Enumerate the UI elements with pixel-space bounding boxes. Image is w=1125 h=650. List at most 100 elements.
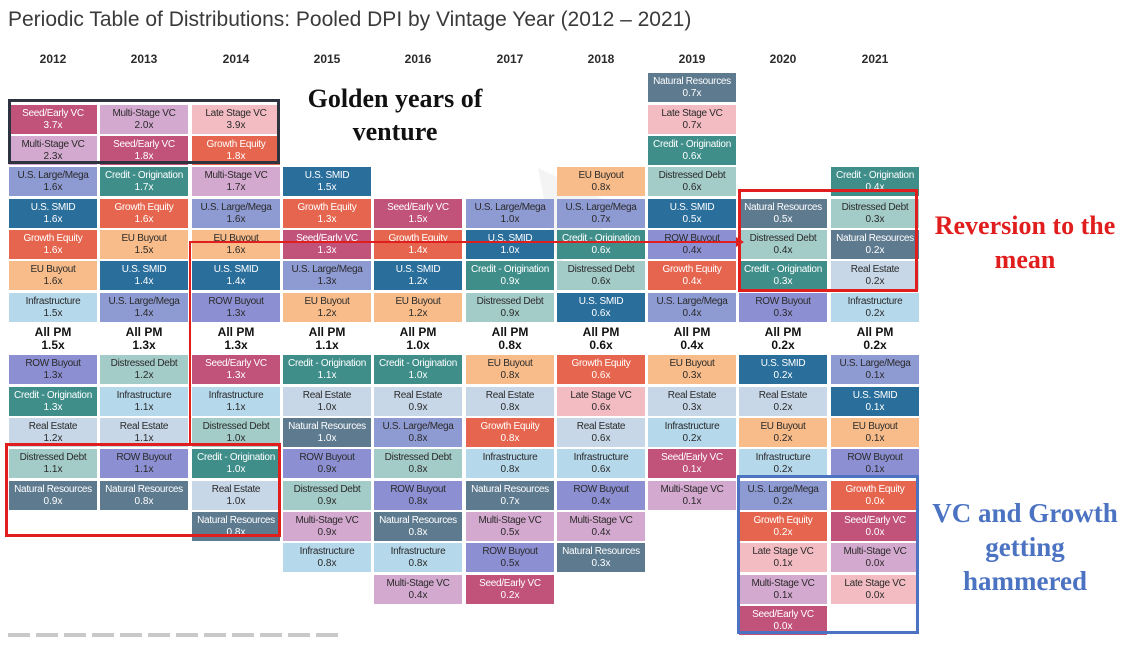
connector-line	[189, 241, 736, 445]
cell-dpi-value: 1.3x	[317, 214, 337, 225]
cell-dpi-value: 1.4x	[408, 245, 428, 256]
cell-dpi-value: 0.8x	[226, 527, 246, 538]
all-pm-label: All PM	[34, 325, 72, 339]
cell-category-label: Real Estate	[28, 421, 78, 432]
cell-dpi-value: 0.1x	[865, 433, 885, 444]
cell-category-label: Growth Equity	[297, 202, 357, 213]
cell-dpi-value: 0.4x	[591, 527, 611, 538]
cell-category-label: U.S. SMID	[852, 390, 898, 401]
vc-growth-box	[737, 475, 919, 634]
cell-category-label: Multi-Stage VC	[569, 515, 633, 526]
all-pm-label: All PM	[856, 325, 894, 339]
cell-dpi-value: 0.2x	[865, 276, 885, 287]
cell-dpi-value: 1.3x	[317, 276, 337, 287]
cell-dpi-value: 1.8x	[226, 151, 246, 162]
cell-category-label: Infrastructure	[25, 296, 81, 307]
cell-2021-infrastructure: Infrastructure 0.2x	[831, 293, 919, 322]
cell-2015-u-s-large-mega: U.S. Large/Mega 1.3x	[283, 261, 371, 290]
cell-2014-u-s-smid: U.S. SMID 1.4x	[192, 261, 280, 290]
all-pm-2020: All PM 0.2x	[739, 324, 827, 353]
cell-2015-credit-origination: Credit - Origination 1.1x	[283, 355, 371, 384]
cell-category-label: EU Buyout	[395, 296, 441, 307]
cell-category-label: Infrastructure	[482, 452, 538, 463]
year-header-2012: 2012	[39, 52, 67, 66]
cell-dpi-value: 0.3x	[773, 276, 793, 287]
cell-2020-late-stage-vc: Late Stage VC 0.1x	[739, 543, 827, 572]
cell-2020-u-s-large-mega: U.S. Large/Mega 0.2x	[739, 481, 827, 510]
cell-2015-real-estate: Real Estate 1.0x	[283, 387, 371, 416]
cell-category-label: U.S. SMID	[395, 264, 441, 275]
cell-category-label: U.S. Large/Mega	[108, 296, 180, 307]
cell-2013-growth-equity: Growth Equity 1.6x	[100, 199, 188, 228]
cell-2016-u-s-smid: U.S. SMID 1.2x	[374, 261, 462, 290]
all-pm-label: All PM	[764, 325, 802, 339]
all-pm-value: 0.6x	[589, 338, 613, 352]
cell-category-label: EU Buyout	[578, 170, 624, 181]
cell-2020-seed-early-vc: Seed/Early VC 0.0x	[739, 606, 827, 635]
cell-category-label: EU Buyout	[213, 233, 259, 244]
cell-dpi-value: 0.3x	[682, 402, 702, 413]
cell-category-label: EU Buyout	[852, 421, 898, 432]
cell-dpi-value: 0.6x	[591, 276, 611, 287]
cell-dpi-value: 0.8x	[408, 496, 428, 507]
cell-category-label: Real Estate	[485, 390, 535, 401]
cell-dpi-value: 0.8x	[500, 464, 520, 475]
cell-category-label: Growth Equity	[206, 139, 266, 150]
cell-category-label: Growth Equity	[662, 264, 722, 275]
cell-2020-u-s-smid: U.S. SMID 0.2x	[739, 355, 827, 384]
cell-category-label: Real Estate	[119, 421, 169, 432]
cell-2021-seed-early-vc: Seed/Early VC 0.0x	[831, 512, 919, 541]
cell-dpi-value: 1.2x	[134, 370, 154, 381]
year-header-2021: 2021	[861, 52, 889, 66]
cell-category-label: U.S. SMID	[304, 170, 350, 181]
cell-category-label: ROW Buyout	[482, 546, 538, 557]
cell-dpi-value: 0.0x	[865, 496, 885, 507]
cell-2013-u-s-large-mega: U.S. Large/Mega 1.4x	[100, 293, 188, 322]
cell-dpi-value: 1.2x	[43, 433, 63, 444]
cell-dpi-value: 0.2x	[773, 464, 793, 475]
year-header-2015: 2015	[313, 52, 341, 66]
cell-dpi-value: 1.3x	[43, 370, 63, 381]
cell-2016-multi-stage-vc: Multi-Stage VC 0.4x	[374, 575, 462, 604]
cell-dpi-value: 0.3x	[682, 370, 702, 381]
cell-2014-multi-stage-vc: Multi-Stage VC 1.7x	[192, 167, 280, 196]
cell-dpi-value: 0.9x	[43, 496, 63, 507]
cell-category-label: U.S. SMID	[487, 233, 533, 244]
cell-dpi-value: 0.4x	[773, 245, 793, 256]
cell-dpi-value: 0.9x	[408, 402, 428, 413]
cell-dpi-value: 1.1x	[317, 370, 337, 381]
cell-dpi-value: 0.8x	[134, 496, 154, 507]
cell-2020-real-estate: Real Estate 0.2x	[739, 387, 827, 416]
cell-category-label: U.S. SMID	[213, 264, 259, 275]
cell-2016-u-s-large-mega: U.S. Large/Mega 0.8x	[374, 418, 462, 447]
cell-category-label: Seed/Early VC	[296, 233, 358, 244]
cell-dpi-value: 0.4x	[408, 590, 428, 601]
cell-2018-real-estate: Real Estate 0.6x	[557, 418, 645, 447]
cell-category-label: Infrastructure	[299, 546, 355, 557]
cell-category-label: Late Stage VC	[205, 108, 267, 119]
all-pm-value: 1.0x	[406, 338, 430, 352]
golden-years-box	[8, 99, 280, 164]
all-pm-2021: All PM 0.2x	[831, 324, 919, 353]
cell-dpi-value: 1.1x	[43, 464, 63, 475]
cell-dpi-value: 0.6x	[591, 402, 611, 413]
cell-category-label: Natural Resources	[744, 202, 822, 213]
cell-category-label: Growth Equity	[388, 233, 448, 244]
cell-category-label: Infrastructure	[116, 390, 172, 401]
cell-2017-real-estate: Real Estate 0.8x	[466, 387, 554, 416]
cell-category-label: Infrastructure	[573, 452, 629, 463]
cell-2015-growth-equity: Growth Equity 1.3x	[283, 199, 371, 228]
cell-dpi-value: 0.3x	[591, 558, 611, 569]
cell-category-label: U.S. Large/Mega	[200, 202, 272, 213]
cell-category-label: Multi-Stage VC	[112, 108, 176, 119]
cell-dpi-value: 0.8x	[317, 558, 337, 569]
cell-2019-late-stage-vc: Late Stage VC 0.7x	[648, 105, 736, 134]
cell-category-label: Growth Equity	[753, 515, 813, 526]
all-pm-2012: All PM 1.5x	[9, 324, 97, 353]
cell-2014-row-buyout: ROW Buyout 1.3x	[192, 293, 280, 322]
cell-2017-credit-origination: Credit - Origination 0.9x	[466, 261, 554, 290]
cell-dpi-value: 0.9x	[317, 464, 337, 475]
all-pm-2018: All PM 0.6x	[557, 324, 645, 353]
cell-dpi-value: 0.8x	[408, 464, 428, 475]
cell-2014-infrastructure: Infrastructure 1.1x	[192, 387, 280, 416]
